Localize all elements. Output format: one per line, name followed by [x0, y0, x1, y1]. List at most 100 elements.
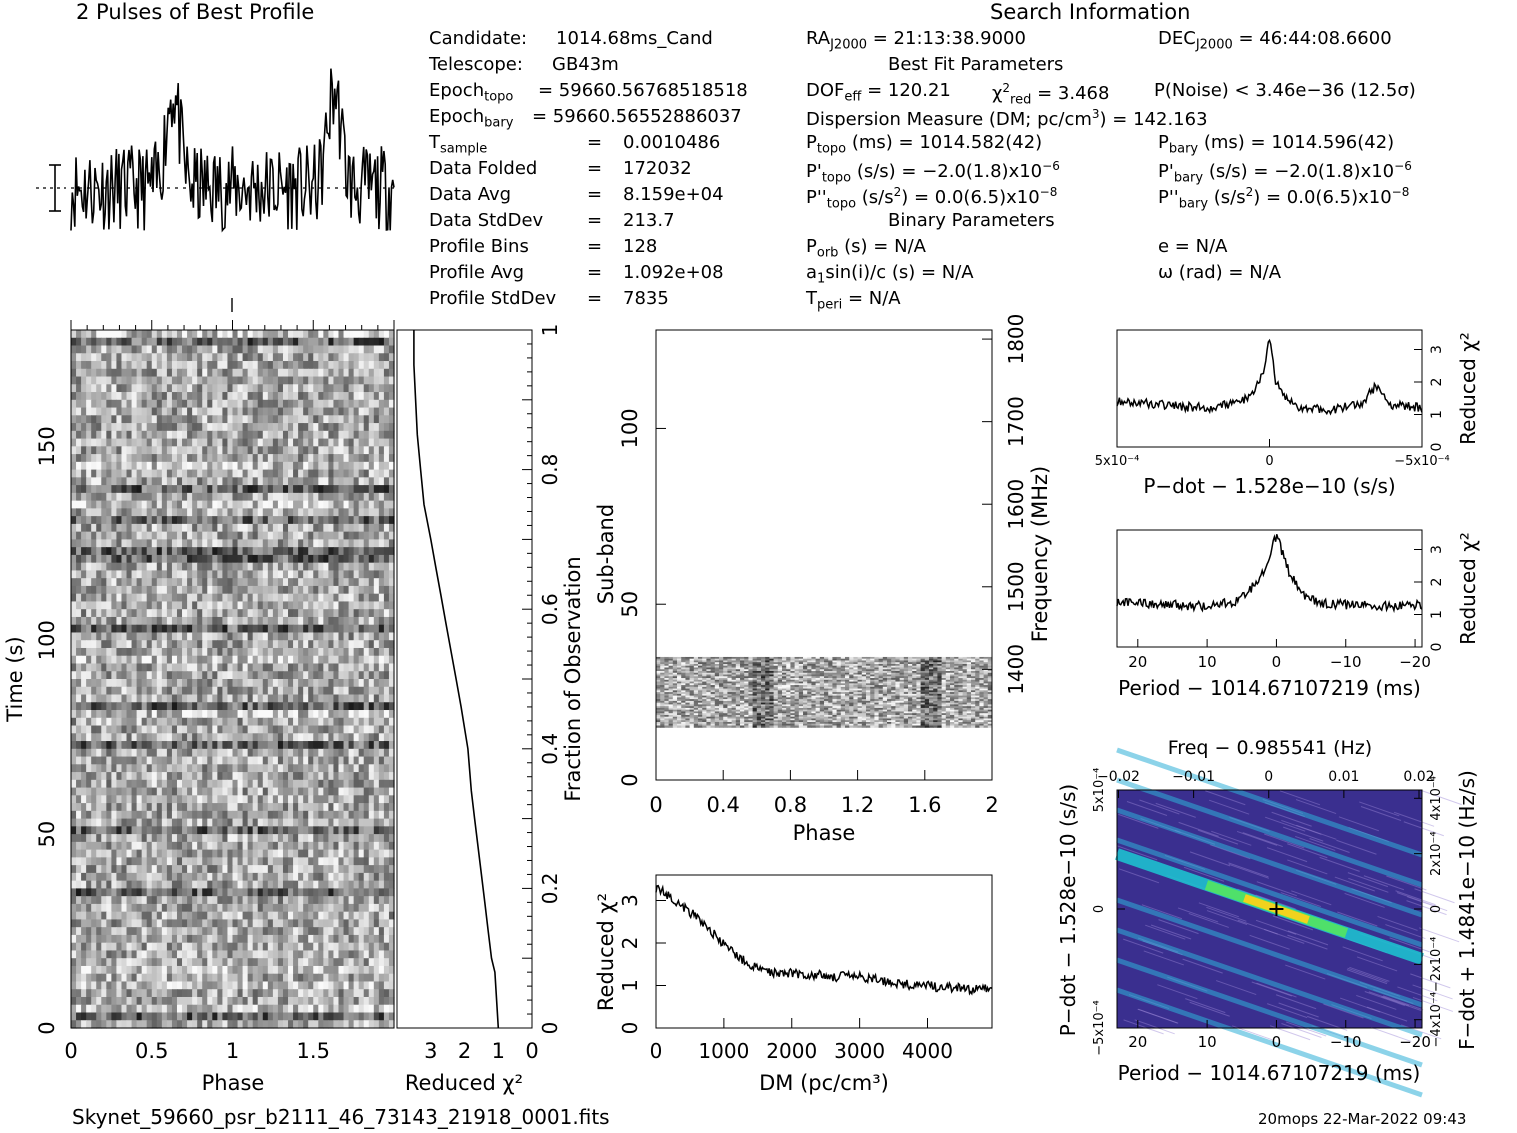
time-phase-cell — [182, 516, 188, 525]
time-phase-cell — [288, 679, 294, 688]
time-phase-cell — [358, 772, 365, 781]
time-phase-cell — [313, 454, 319, 463]
time-phase-cell — [217, 748, 224, 758]
time-phase-cell — [192, 570, 198, 579]
time-phase-cell — [111, 454, 118, 463]
time-phase-cell — [252, 834, 259, 843]
time-phase-cell — [282, 741, 289, 750]
time-phase-cell — [247, 446, 254, 455]
time-phase-cell — [272, 756, 279, 765]
time-phase-cell — [116, 748, 123, 758]
time-phase-cell — [207, 384, 213, 393]
time-phase-cell — [343, 330, 350, 339]
time-phase-cell — [388, 469, 395, 478]
time-phase-cell — [298, 616, 304, 626]
time-phase-cell — [136, 702, 143, 711]
time-phase-cell — [187, 710, 193, 719]
time-phase-cell — [146, 849, 153, 858]
time-phase-cell — [192, 337, 198, 347]
time-phase-cell — [227, 725, 234, 734]
time-phase-cell — [146, 803, 153, 812]
time-phase-cell — [116, 679, 123, 688]
time-phase-cell — [288, 423, 294, 432]
time-phase-cell — [272, 376, 279, 385]
time-phase-cell — [288, 415, 294, 424]
time-phase-cell — [91, 818, 97, 827]
time-phase-cell — [308, 779, 314, 789]
time-phase-cell — [303, 849, 309, 858]
time-phase-cell — [247, 787, 254, 796]
time-phase-cell — [333, 671, 340, 680]
time-phase-cell — [111, 865, 118, 874]
time-phase-cell — [232, 663, 239, 672]
time-phase-cell — [318, 810, 324, 820]
time-phase-cell — [212, 663, 218, 672]
time-phase-cell — [383, 826, 390, 835]
time-phase-cell — [176, 741, 183, 750]
time-phase-cell — [227, 547, 234, 556]
time-phase-cell — [353, 454, 360, 463]
time-phase-cell — [146, 671, 153, 680]
time-phase-cell — [197, 647, 203, 657]
time-phase-cell — [313, 601, 319, 610]
time-phase-cell — [227, 407, 234, 416]
time-phase-cell — [338, 663, 345, 672]
time-phase-cell — [91, 430, 97, 440]
time-phase-cell — [187, 376, 193, 385]
time-phase-cell — [338, 399, 345, 409]
time-phase-cell — [237, 353, 244, 362]
time-phase-cell — [252, 702, 259, 711]
time-phase-cell — [116, 717, 123, 727]
search-info-title: Search Information — [990, 0, 1191, 24]
time-phase-cell — [121, 841, 128, 851]
time-phase-cell — [282, 415, 289, 424]
time-phase-cell — [156, 430, 163, 440]
time-phase-cell — [76, 407, 82, 416]
time-phase-cell — [388, 795, 395, 804]
time-phase-cell — [171, 361, 178, 370]
time-phase-cell — [358, 384, 365, 393]
time-phase-cell — [252, 469, 259, 478]
time-phase-cell — [176, 492, 183, 502]
time-phase-cell — [76, 523, 82, 533]
time-phase-cell — [267, 531, 274, 540]
time-phase-cell — [207, 764, 213, 773]
time-phase-cell — [182, 616, 188, 626]
time-phase-cell — [182, 647, 188, 657]
time-phase-cell — [328, 461, 335, 471]
time-phase-cell — [267, 679, 274, 688]
time-phase-cell — [378, 686, 385, 696]
time-phase-cell — [217, 384, 224, 393]
time-phase-cell — [298, 384, 304, 393]
time-phase-cell — [323, 756, 329, 765]
time-phase-cell — [111, 826, 118, 835]
time-phase-cell — [126, 725, 133, 734]
time-phase-cell — [358, 647, 365, 657]
time-phase-cell — [161, 725, 168, 734]
time-phase-cell — [197, 407, 203, 416]
time-phase-cell — [136, 330, 143, 339]
time-phase-cell — [272, 772, 279, 781]
time-phase-cell — [328, 663, 335, 672]
time-phase-cell — [328, 407, 335, 416]
time-phase-cell — [358, 865, 365, 874]
time-phase-cell — [227, 423, 234, 432]
time-phase-cell — [308, 663, 314, 672]
time-phase-cell — [106, 554, 112, 564]
time-phase-cell — [242, 679, 249, 688]
time-phase-cell — [156, 415, 163, 424]
time-phase-cell — [328, 919, 335, 928]
time-phase-cell — [232, 330, 239, 339]
time-phase-cell — [363, 461, 370, 471]
time-phase-cell — [222, 872, 229, 882]
time-phase-cell — [277, 578, 284, 587]
time-phase-cell — [232, 539, 239, 548]
time-phase-cell — [303, 795, 309, 804]
time-phase-cell — [277, 741, 284, 750]
time-phase-cell — [328, 547, 335, 556]
time-phase-cell — [96, 756, 102, 765]
time-phase-cell — [207, 399, 213, 409]
time-phase-cell — [212, 756, 218, 765]
time-phase-cell — [343, 469, 350, 478]
time-phase-cell — [343, 810, 350, 820]
